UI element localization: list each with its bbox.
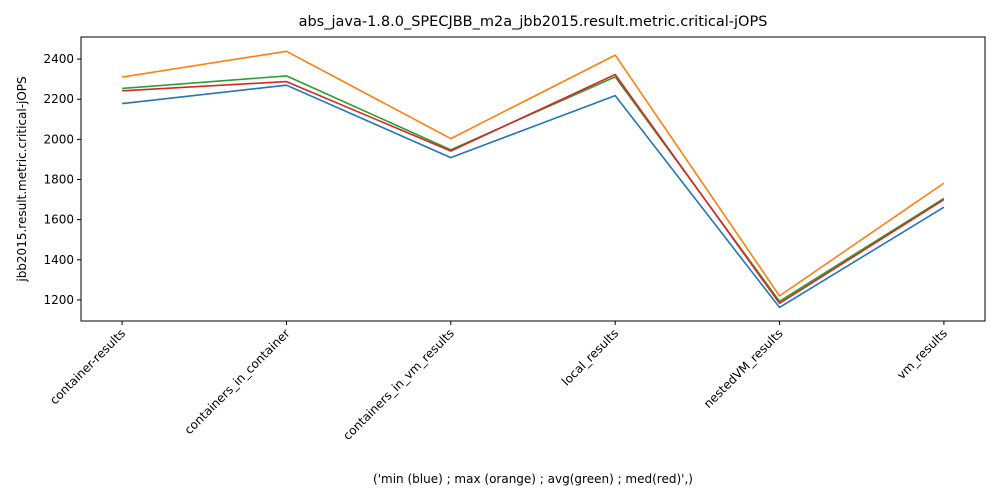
chart-title: abs_java-1.8.0_SPECJBB_m2a_jbb2015.resul… xyxy=(299,14,768,30)
series-line-1 xyxy=(121,50,945,297)
y-tick-label: 2000 xyxy=(43,132,74,146)
x-tick-label: container-results xyxy=(47,326,128,407)
y-tick-label: 2400 xyxy=(43,52,74,66)
x-tick-label: nestedVM_results xyxy=(701,326,786,411)
x-axis-label: ('min (blue) ; max (orange) ; avg(green)… xyxy=(373,472,693,486)
x-tick-label: vm_results xyxy=(894,326,950,382)
y-tick-label: 1400 xyxy=(43,253,74,267)
y-tick-label: 1800 xyxy=(43,173,74,187)
x-axis: container-results containers_in_container… xyxy=(47,321,950,443)
plot-area xyxy=(80,36,986,322)
x-tick-label: local_results xyxy=(559,326,621,388)
y-tick-label: 1600 xyxy=(43,213,74,227)
y-axis: 1200 1400 1600 1800 2000 2200 2400 xyxy=(43,52,81,307)
y-tick-label: 2200 xyxy=(43,92,74,106)
y-axis-label: jbb2015.result.metric.critical-jOPS xyxy=(15,76,29,282)
x-tick-label: containers_in_container xyxy=(182,326,293,437)
series-line-3 xyxy=(122,73,945,305)
x-tick-label: containers_in_vm_results xyxy=(340,326,457,443)
series-layer xyxy=(121,50,945,309)
series-line-0 xyxy=(122,84,945,309)
y-tick-label: 1200 xyxy=(43,293,74,307)
plot-frame xyxy=(80,36,986,322)
